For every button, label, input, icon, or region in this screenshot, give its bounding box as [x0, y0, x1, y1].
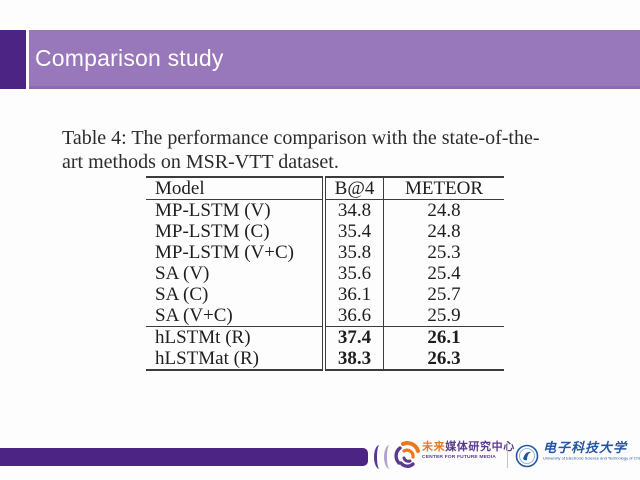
b4-cell: 37.4 [322, 326, 384, 348]
table-caption: Table 4: The performance comparison with… [62, 127, 607, 174]
logo-divider [507, 445, 508, 468]
b4-cell: 35.8 [322, 242, 384, 263]
uestc-emblem-icon [515, 444, 539, 468]
table-row: SA (C) 36.1 25.7 [146, 284, 504, 305]
column-header-meteor: METEOR [383, 177, 504, 200]
b4-cell: 36.1 [322, 284, 384, 305]
model-cell: hLSTMat (R) [155, 348, 259, 369]
results-table: Model B@4 METEOR MP-LSTM (V) 34.8 24.8 M… [146, 176, 504, 371]
model-cell: SA (V+C) [155, 305, 233, 326]
cfm-spiral-logo-icon [394, 441, 420, 468]
b4-cell: 34.8 [322, 199, 384, 221]
meteor-cell: 25.4 [383, 263, 504, 284]
model-cell: MP-LSTM (V+C) [155, 242, 294, 263]
table-row: MP-LSTM (V+C) 35.8 25.3 [146, 242, 504, 263]
meteor-cell: 26.3 [383, 348, 504, 370]
meteor-cell: 24.8 [383, 199, 504, 221]
page-title: Comparison study [35, 44, 224, 71]
caption-line-2: art methods on MSR-VTT dataset. [62, 150, 339, 173]
b4-cell: 35.4 [322, 221, 384, 242]
slide-title-bar: Comparison study [29, 30, 640, 89]
column-header-b4: B@4 [322, 177, 384, 200]
meteor-cell: 26.1 [383, 326, 504, 348]
model-cell: MP-LSTM (V) [155, 200, 271, 221]
footer-crescent-dark [374, 445, 385, 469]
table-row-highlighted: hLSTMt (R) 37.4 26.1 [146, 326, 504, 348]
header-accent-block [0, 30, 26, 89]
cfm-english-name: CENTER FOR FUTURE MEDIA [422, 453, 496, 460]
caption-line-1: Table 4: The performance comparison with… [62, 127, 540, 149]
cfm-chinese-name: 未来媒体研究中心 [422, 441, 515, 453]
table-row: SA (V) 35.6 25.4 [146, 263, 504, 284]
table-row: MP-LSTM (V) 34.8 24.8 [146, 199, 504, 221]
model-cell: hLSTMt (R) [146, 326, 324, 348]
footer-accent-bar [0, 448, 368, 466]
meteor-cell: 25.3 [383, 242, 504, 263]
uestc-english-name: University of Electronic Science and Tec… [543, 456, 640, 461]
b4-cell: 38.3 [322, 348, 384, 370]
b4-cell: 35.6 [322, 263, 384, 284]
meteor-cell: 24.8 [383, 221, 504, 242]
b4-cell: 36.6 [322, 305, 384, 327]
table-row-highlighted: hLSTMat (R) 38.3 26.3 [146, 348, 504, 370]
table-row: MP-LSTM (C) 35.4 24.8 [146, 221, 504, 242]
column-header-model: Model [146, 177, 324, 200]
uestc-logo-text: 电子科技大学 University of Electronic Science … [543, 442, 640, 468]
cfm-logo-text: 未来媒体研究中心 CENTER FOR FUTURE MEDIA [422, 442, 541, 464]
table-row: SA (V+C) 36.6 25.9 [146, 305, 504, 327]
meteor-cell: 25.7 [383, 284, 504, 305]
model-cell: SA (V) [155, 263, 210, 284]
meteor-cell: 25.9 [383, 305, 504, 327]
table-header-row: Model B@4 METEOR [146, 177, 504, 200]
model-cell: MP-LSTM (C) [155, 221, 270, 242]
uestc-chinese-name: 电子科技大学 [543, 441, 628, 456]
model-cell: SA (C) [155, 284, 209, 305]
footer-crescent-light [384, 445, 395, 469]
